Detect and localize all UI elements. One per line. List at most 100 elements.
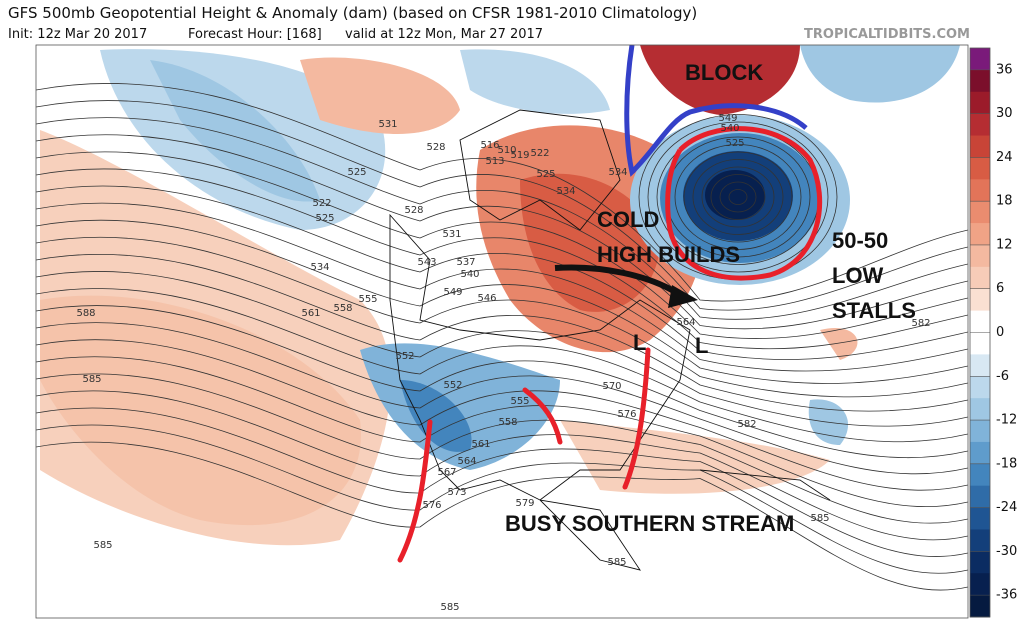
contour-line [36, 253, 968, 412]
annotation: COLD [597, 207, 659, 232]
contour-line [36, 83, 968, 302]
contour-line [36, 322, 968, 475]
contour-label: 552 [443, 380, 462, 391]
colorbar-tick-label: 36 [996, 62, 1013, 77]
colorbar-tick-label: -36 [996, 588, 1017, 603]
colorbar-tick-label: -12 [996, 413, 1017, 428]
colorbar-band [970, 310, 990, 333]
contour-line [36, 390, 968, 541]
contour-line [710, 174, 766, 220]
contour-label: 540 [460, 269, 479, 280]
colorbar-band [970, 441, 990, 465]
contour-label: 585 [440, 602, 459, 613]
contour-label: 528 [426, 142, 445, 153]
low-marker: L [695, 333, 708, 358]
contour-label: 555 [510, 396, 529, 407]
colorbar-band [970, 463, 990, 487]
colorbar-band [970, 266, 990, 290]
contour-label: 585 [607, 557, 626, 568]
annotation: STALLS [832, 298, 916, 323]
contour-label: 549 [443, 287, 462, 298]
colorbar-tick-label: -30 [996, 544, 1017, 559]
contour-line [36, 151, 968, 340]
contour-label: 519 [510, 150, 529, 161]
colorbar-tick-label: 12 [996, 237, 1013, 252]
contour-line [647, 121, 829, 273]
colorbar-band [970, 157, 990, 180]
colorbar-tick-label: -6 [996, 369, 1009, 384]
colorbar-band [970, 69, 990, 93]
colorbar-band [970, 485, 990, 509]
colorbar-band [970, 398, 990, 421]
contour-label: 576 [617, 409, 636, 420]
contour-label: 534 [608, 167, 627, 178]
annotation: 50-50 [832, 228, 888, 253]
contour-label: 546 [477, 293, 496, 304]
colorbar-tick-label: 30 [996, 106, 1013, 121]
contour-label: 552 [395, 351, 414, 362]
contour-label: 531 [442, 229, 461, 240]
contour-label: 534 [556, 186, 575, 197]
colorbar-band [970, 48, 990, 71]
contour-line [36, 185, 968, 360]
colorbar-band [970, 507, 990, 530]
contour-label: 513 [485, 156, 504, 167]
contour-label: 585 [82, 374, 101, 385]
contour-line [36, 305, 968, 459]
contour-label: 540 [720, 123, 739, 134]
colorbar: 36 30 24 18 12 6 0 -6 -12 -18 -24 -30 -36 [969, 47, 1017, 618]
colorbar-band [970, 135, 990, 158]
colorbar-band [970, 376, 990, 399]
colorbar-band [970, 354, 990, 377]
colorbar-band [970, 91, 990, 115]
contour-line [728, 189, 748, 205]
colorbar-band [970, 551, 990, 574]
credit: TROPICALTIDBITS.COM [804, 27, 970, 42]
contour-label: 525 [725, 138, 744, 149]
contour-line [36, 202, 968, 372]
title: GFS 500mb Geopotential Height & Anomaly … [8, 4, 697, 22]
contour-label: 564 [676, 317, 695, 328]
contour-line [36, 407, 968, 557]
contour-label: 522 [312, 198, 331, 209]
contour-label: 525 [536, 169, 555, 180]
annotation: LOW [832, 263, 884, 288]
colorbar-band [970, 201, 990, 224]
colorbar-band [970, 332, 990, 355]
map-frame [35, 44, 969, 619]
contour-label: 582 [737, 419, 756, 430]
contour-label: 525 [315, 213, 334, 224]
contour-line [36, 373, 968, 524]
colorbar-band [970, 179, 990, 202]
colorbar-tick-label: -18 [996, 456, 1017, 471]
colorbar-tick-label: 6 [996, 281, 1004, 296]
contour-label: 543 [417, 257, 436, 268]
contour-line [36, 288, 968, 443]
contour-label: 576 [422, 500, 441, 511]
contour-line [701, 166, 775, 228]
colorbar-band [970, 529, 990, 552]
contour-label: 522 [530, 148, 549, 159]
contour-label: 570 [602, 381, 621, 392]
contour-label: 588 [76, 308, 95, 319]
contour-line [36, 270, 968, 427]
colorbar-tick-label: 24 [996, 150, 1013, 165]
contour-line [36, 441, 968, 591]
colorbar-band [970, 288, 990, 312]
contour-label: 531 [378, 119, 397, 130]
colorbar-tick-label: -24 [996, 500, 1017, 515]
contour-label: 528 [404, 205, 423, 216]
contour-label: 579 [515, 498, 534, 509]
forecast-hour: Forecast Hour: [168] [188, 27, 322, 42]
contour-line [719, 181, 757, 213]
contour-line [36, 236, 968, 398]
contour-label: 564 [457, 456, 476, 467]
contour-label: 537 [456, 257, 475, 268]
contour-line [36, 117, 968, 320]
annotation: BLOCK [685, 60, 763, 85]
colorbar-band [970, 223, 990, 246]
colorbar-band [970, 113, 990, 137]
contour-label: 561 [471, 439, 490, 450]
